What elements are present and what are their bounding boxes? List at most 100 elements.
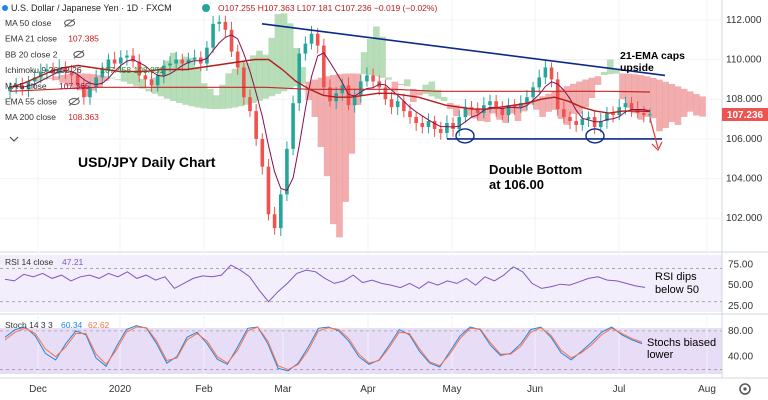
- chart-title: USD/JPY Daily Chart: [78, 154, 216, 170]
- candle-body: [75, 75, 80, 86]
- rsi-label[interactable]: RSI 14 close: [5, 257, 53, 267]
- candle-body: [137, 61, 142, 76]
- cloud-segment: [496, 108, 503, 120]
- cloud-segment: [391, 81, 399, 92]
- resistance-trendline: [261, 23, 666, 77]
- candle-body: [63, 67, 68, 72]
- last-price-label: 107.236: [727, 110, 764, 121]
- cloud-segment: [311, 79, 319, 117]
- cloud-segment: [686, 91, 694, 112]
- stoch-tick-label: 40.00: [728, 352, 753, 363]
- indicator-lines: [9, 34, 651, 192]
- hidden-eye-icon: [68, 97, 80, 106]
- candle-body: [623, 103, 628, 108]
- candle-body: [82, 85, 86, 98]
- cloud-segment: [440, 96, 448, 101]
- candle-body: [272, 214, 277, 229]
- candle-body: [328, 87, 332, 102]
- cloud-segment: [693, 93, 700, 116]
- market-status-icon: [202, 4, 210, 12]
- candle-body: [562, 109, 566, 118]
- ema-caps-note-line1: 21-EMA caps: [620, 50, 685, 62]
- indicator-label[interactable]: MA 5 close: [5, 81, 47, 91]
- indicator-legend: MA 50 close EMA 21 close 107.385 BB 20 clos…: [5, 18, 164, 142]
- hidden-eye-icon: [73, 50, 85, 59]
- cloud-segment: [163, 60, 171, 99]
- candle-body: [125, 55, 129, 58]
- cloud-segment: [299, 67, 306, 84]
- axes: 112.000 110.000 108.000 106.000 104.000 102.0…: [29, 15, 762, 395]
- cloud-segment: [545, 93, 553, 112]
- candle-body: [254, 111, 258, 139]
- cloud-segment: [90, 74, 97, 91]
- candle-body: [518, 103, 523, 108]
- cloud-segment: [403, 79, 411, 87]
- candle-body: [118, 57, 123, 64]
- hidden-eye-icon: [64, 18, 76, 28]
- candle-body: [94, 77, 98, 88]
- indicator-label[interactable]: Ichimoku 9 26 52 26: [5, 65, 82, 75]
- indicator-value: 107.385: [68, 34, 99, 44]
- stoch-note-line2: lower: [647, 349, 674, 361]
- candle-body: [586, 117, 591, 120]
- double-bottom-note-line1: Double Bottom: [489, 162, 582, 177]
- symbol-title[interactable]: U.S. Dollar / Japanese Yen · 1D · FXCM: [11, 3, 172, 13]
- cloud-segment: [619, 73, 626, 100]
- indicator-label[interactable]: MA 50 close: [5, 18, 52, 28]
- cloud-segment: [453, 104, 460, 117]
- indicator-label[interactable]: BB 20 close 2: [5, 49, 58, 59]
- time-tick-label: Mar: [274, 384, 292, 395]
- indicator-label[interactable]: EMA 21 close: [5, 34, 57, 44]
- cloud-segment: [243, 62, 251, 105]
- candle-body: [568, 117, 572, 122]
- cloud-segment: [539, 96, 546, 117]
- cloud-segment: [656, 79, 663, 132]
- candle-body: [648, 114, 652, 116]
- cloud-segment: [317, 77, 325, 148]
- stoch-label[interactable]: Stoch 14 3 3: [5, 320, 53, 330]
- candle-body: [457, 117, 462, 129]
- cloud-segment: [71, 73, 79, 90]
- cloud-segment: [213, 95, 220, 110]
- time-tick-label: Jul: [613, 384, 626, 395]
- indicator-label[interactable]: EMA 55 close: [5, 97, 57, 107]
- cloud-segment: [108, 77, 116, 79]
- candle-body: [525, 97, 529, 104]
- ema21-line: [9, 58, 651, 114]
- cloud-segment: [508, 106, 516, 114]
- collapse-chevron-icon[interactable]: [9, 136, 19, 142]
- last-price-tag: [722, 108, 768, 121]
- indicator-label[interactable]: MA 200 close: [5, 112, 56, 122]
- cloud-segment: [385, 77, 393, 80]
- stoch-band: [0, 328, 722, 374]
- candle-body: [229, 29, 234, 52]
- cloud-segment: [274, 14, 282, 94]
- candle-body: [500, 109, 505, 116]
- rsi-note-line2: below 50: [655, 284, 699, 296]
- candle-body: [291, 103, 295, 149]
- cloud-segment: [514, 104, 522, 121]
- candle-body: [45, 69, 49, 72]
- candle-body: [346, 85, 351, 106]
- cloud-segment: [83, 73, 91, 97]
- time-tick-label: May: [443, 384, 462, 395]
- settings-gear-icon[interactable]: [739, 383, 751, 395]
- time-tick-label: Feb: [195, 384, 213, 395]
- cloud-segment: [126, 70, 134, 84]
- candle-body: [389, 99, 394, 108]
- indicator-value: 108.363: [68, 112, 99, 122]
- double-bottom-circle: [455, 128, 475, 144]
- cloud-segment: [256, 50, 263, 101]
- rsi-series: [0, 264, 722, 303]
- cloud-segment: [576, 81, 583, 114]
- candle-body: [112, 59, 117, 64]
- cloud-segment: [280, 13, 288, 92]
- candle-body: [611, 113, 615, 116]
- cloud-segment: [133, 71, 140, 87]
- candle-body: [506, 105, 511, 116]
- candle-body: [186, 59, 191, 64]
- candle-body: [174, 59, 178, 64]
- candle-body: [580, 119, 585, 126]
- cloud-segment: [102, 76, 109, 81]
- candle-body: [395, 101, 400, 108]
